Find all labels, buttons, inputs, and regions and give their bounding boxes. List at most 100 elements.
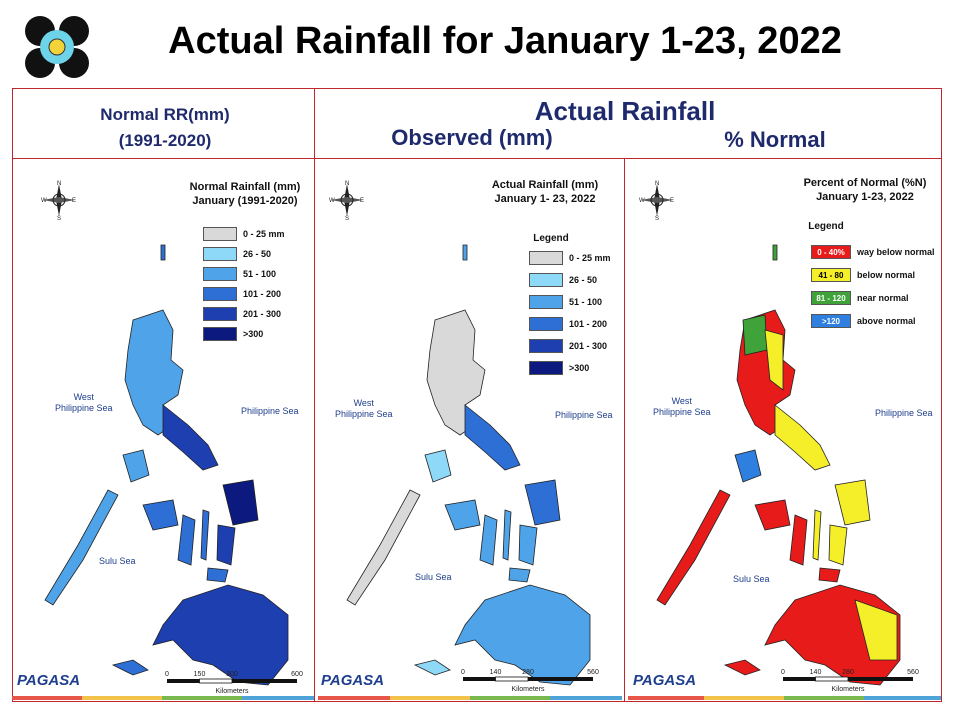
legend-label: 101 - 200 <box>243 289 282 299</box>
footer-stripe <box>550 696 622 700</box>
percent-map-title-line2: January 1-23, 2022 <box>816 191 914 203</box>
percent-map-panel: N E S W Percent of Normal (%N) January 1-23… <box>625 160 941 698</box>
observed-header: Observed (mm) <box>391 125 553 150</box>
sea-label-west: West Philippine Sea <box>653 396 711 417</box>
region-mindoro <box>734 449 762 483</box>
legend-label: near normal <box>857 293 909 303</box>
legend-item: 201 - 300 <box>203 306 281 322</box>
percent-map-title-line1: Percent of Normal (%N) <box>803 177 927 189</box>
legend-label: above normal <box>857 316 916 326</box>
region-cebu <box>200 509 210 561</box>
region-bohol <box>818 567 841 583</box>
scale-bar: 0 140 280 560 Kilometers <box>461 669 599 693</box>
legend-swatch <box>529 295 563 309</box>
legend-label: 26 - 50 <box>243 249 272 259</box>
scale-seg <box>815 676 849 682</box>
region-bohol <box>508 567 531 583</box>
compass-ring <box>650 193 664 207</box>
scale-tick: 300 <box>226 671 238 678</box>
footer-stripe <box>390 696 470 700</box>
observed-map-panel: N E S W Actual Rainfall (mm) January 1- 23,… <box>315 160 623 698</box>
compass-needle-ew <box>43 197 75 203</box>
footer-stripe <box>704 696 784 700</box>
sea-label-sulu: Sulu Sea <box>733 574 770 584</box>
normal-header-line1: Normal RR(mm) <box>100 105 230 124</box>
region-bicol <box>162 404 219 471</box>
region-batanes <box>160 244 166 261</box>
scale-tick: 280 <box>842 669 854 676</box>
compass-needle-ew <box>641 197 673 203</box>
compass-s: S <box>655 216 659 220</box>
footer-stripe <box>864 696 941 700</box>
legend-label: 201 - 300 <box>243 309 282 319</box>
normal-map-panel: N E S W Normal Rainfall (mm) January (1991-… <box>13 160 313 698</box>
observed-map-title-line2: January 1- 23, 2022 <box>494 193 596 205</box>
pagasa-logo: PAGASA <box>17 672 81 689</box>
region-mindoro <box>424 449 452 483</box>
observed-legend-heading: Legend <box>533 233 569 244</box>
legend-label: >300 <box>243 329 264 339</box>
legend-swatch: 0 - 40% <box>811 245 851 259</box>
compass-icon: N E S W <box>639 181 674 220</box>
legend-item: 26 - 50 <box>529 272 597 288</box>
header-divider <box>12 158 942 159</box>
scale-seg <box>495 676 529 682</box>
region-batanes <box>772 244 778 261</box>
footer-stripe <box>82 696 162 700</box>
scale-tick: 280 <box>522 669 534 676</box>
legend-item: 51 - 100 <box>203 266 276 282</box>
pagasa-logo: PAGASA <box>633 672 697 689</box>
percent-legend-heading: Legend <box>808 221 844 232</box>
normal-header: Normal RR(mm) (1991-2020) <box>20 102 310 154</box>
divider-1 <box>314 88 315 702</box>
region-panay <box>142 499 179 531</box>
scale-bar: 0 140 280 560 Kilometers <box>781 669 919 693</box>
scale-tick: 150 <box>194 671 206 678</box>
legend-swatch <box>203 307 237 321</box>
legend-item: 81 - 120 near normal <box>811 290 909 306</box>
observed-map-title: Actual Rainfall (mm) January 1- 23, 2022 <box>475 178 615 206</box>
legend-item: 101 - 200 <box>203 286 281 302</box>
region-leyte <box>518 524 538 566</box>
compass-s: S <box>57 216 61 220</box>
region-cagayan <box>764 329 784 391</box>
scale-bar: 0 150 300 600 Kilometers <box>165 671 303 695</box>
compass-n: N <box>345 181 349 187</box>
region-samar <box>524 479 561 526</box>
region-samar <box>222 479 259 526</box>
footer-stripe <box>12 696 82 700</box>
legend-swatch: >120 <box>811 314 851 328</box>
content-frame <box>12 88 942 702</box>
scale-tick: 560 <box>907 669 919 676</box>
region-batanes <box>462 244 468 261</box>
legend-item: 0 - 25 mm <box>203 226 285 242</box>
scale-tick: 0 <box>165 671 169 678</box>
divider-2 <box>624 158 625 702</box>
region-panay <box>444 499 481 531</box>
compass-e: E <box>360 198 364 204</box>
scale-unit: Kilometers <box>831 686 865 693</box>
sea-label-philippine: Philippine Sea <box>555 410 613 420</box>
legend-item: 201 - 300 <box>529 338 607 354</box>
compass-s: S <box>345 216 349 220</box>
sea-label-philippine: Philippine Sea <box>241 406 299 416</box>
legend-item: 51 - 100 <box>529 294 602 310</box>
legend-item: >300 <box>529 360 589 376</box>
scale-tick: 140 <box>490 669 502 676</box>
legend-item: >120 above normal <box>811 313 916 329</box>
region-north-luzon <box>742 314 768 356</box>
scale-tick: 600 <box>291 671 303 678</box>
compass-ring <box>340 193 354 207</box>
legend-label: 101 - 200 <box>569 319 608 329</box>
compass-ring <box>52 193 66 207</box>
region-bohol <box>206 567 229 583</box>
region-cebu <box>502 509 512 561</box>
scale-seg <box>783 677 816 681</box>
legend-label: below normal <box>857 270 916 280</box>
footer-stripe <box>470 696 550 700</box>
scale-unit: Kilometers <box>215 688 249 695</box>
dost-logo-icon <box>22 14 92 80</box>
compass-needle-ew <box>331 197 363 203</box>
legend-label: >300 <box>569 363 590 373</box>
region-negros <box>177 514 196 566</box>
